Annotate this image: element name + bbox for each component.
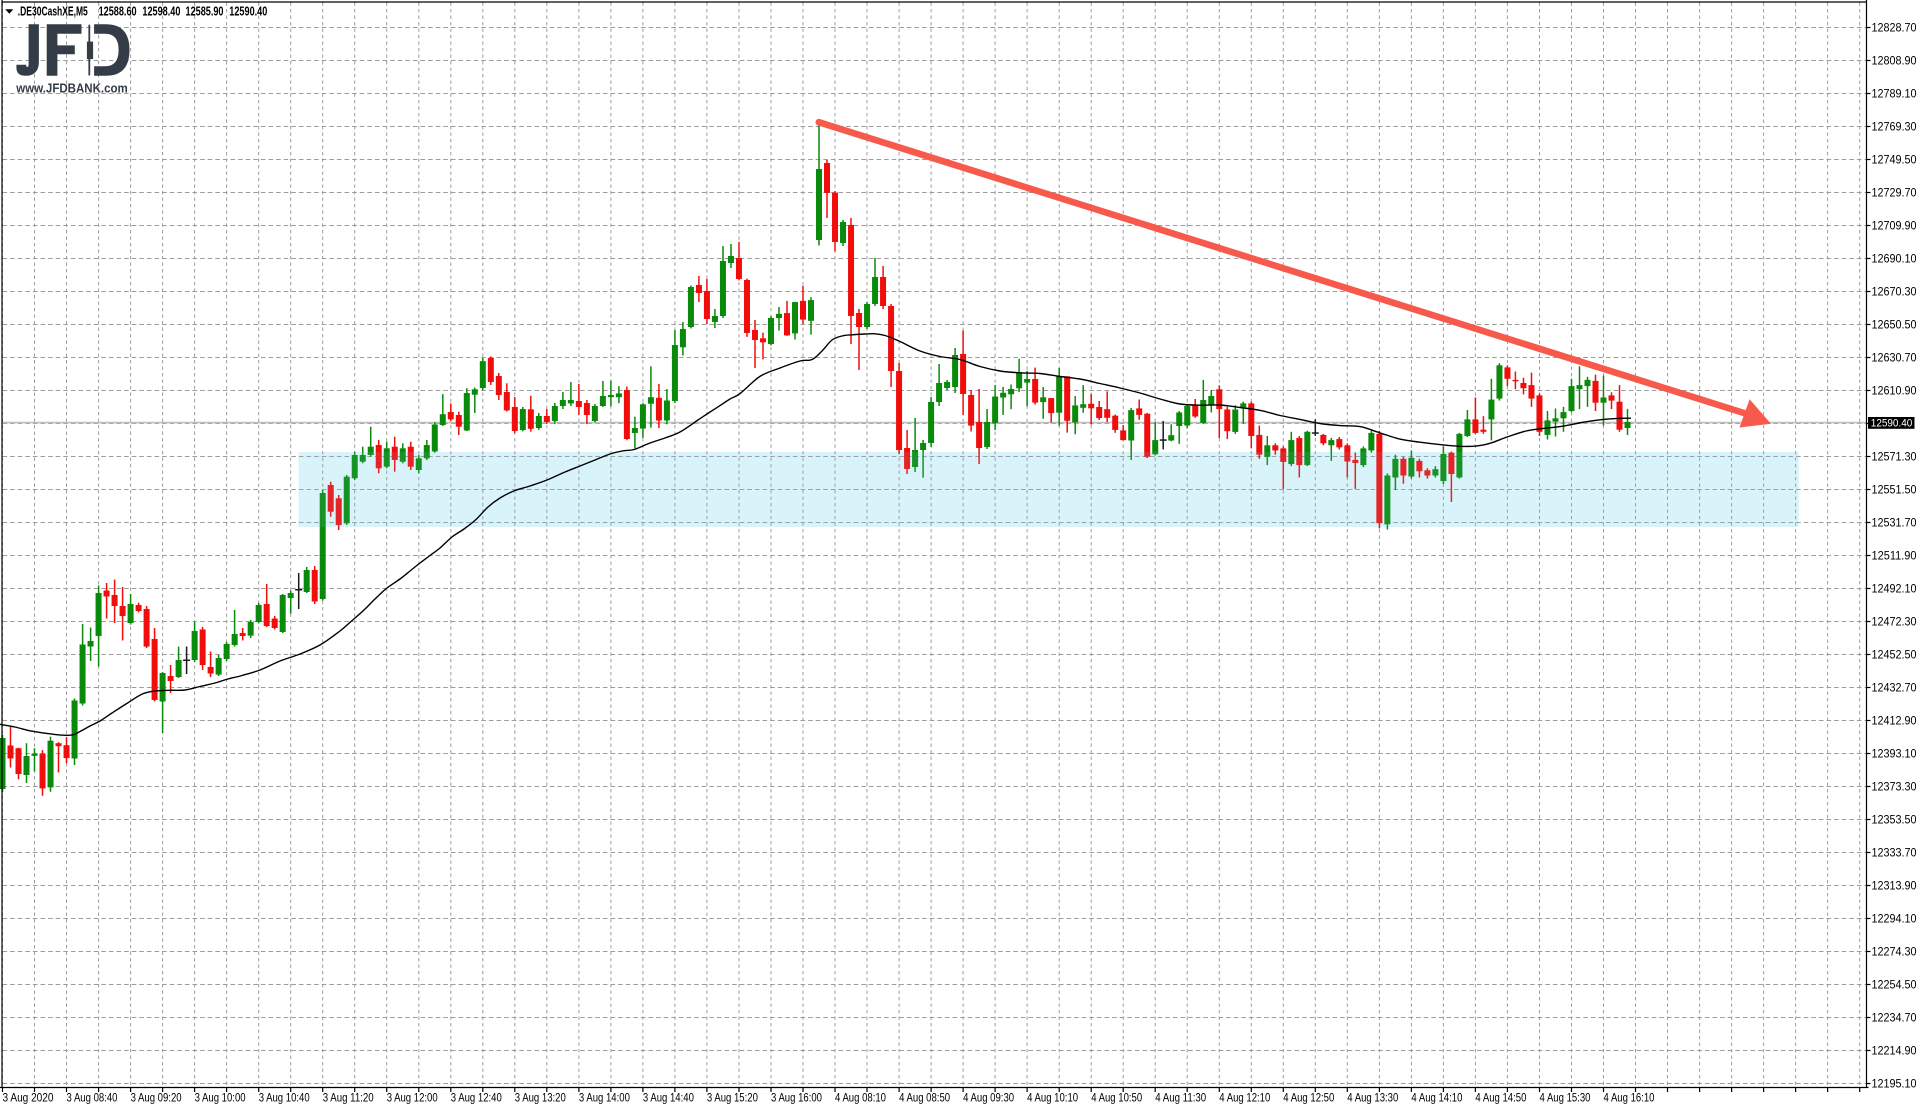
svg-text:3 Aug 14:00: 3 Aug 14:00 (579, 1093, 630, 1105)
svg-text:3 Aug 16:00: 3 Aug 16:00 (771, 1093, 822, 1105)
svg-text:12598.40: 12598.40 (142, 4, 180, 18)
svg-text:12650.50: 12650.50 (1872, 320, 1917, 332)
svg-text:3 Aug 13:20: 3 Aug 13:20 (515, 1093, 566, 1105)
svg-text:12690.10: 12690.10 (1872, 254, 1917, 266)
svg-text:4 Aug 16:10: 4 Aug 16:10 (1604, 1093, 1655, 1105)
svg-text:12313.90: 12313.90 (1872, 881, 1917, 893)
svg-text:12808.90: 12808.90 (1872, 56, 1917, 68)
svg-text:12511.90: 12511.90 (1872, 551, 1917, 563)
svg-text:12452.50: 12452.50 (1872, 650, 1917, 662)
svg-text:12729.70: 12729.70 (1872, 188, 1917, 200)
svg-text:12531.70: 12531.70 (1872, 518, 1917, 530)
svg-text:4 Aug 12:50: 4 Aug 12:50 (1283, 1093, 1334, 1105)
svg-text:12670.30: 12670.30 (1872, 287, 1917, 299)
svg-text:12585.90: 12585.90 (186, 4, 224, 18)
svg-text:4 Aug 11:30: 4 Aug 11:30 (1155, 1093, 1206, 1105)
svg-text:12294.10: 12294.10 (1872, 914, 1917, 926)
svg-text:4 Aug 08:10: 4 Aug 08:10 (835, 1093, 886, 1105)
svg-text:4 Aug 14:50: 4 Aug 14:50 (1475, 1093, 1526, 1105)
svg-text:12373.30: 12373.30 (1872, 782, 1917, 794)
svg-text:12630.70: 12630.70 (1872, 353, 1917, 365)
svg-text:12254.50: 12254.50 (1872, 980, 1917, 992)
svg-text:12769.30: 12769.30 (1872, 122, 1917, 134)
svg-text:12274.30: 12274.30 (1872, 947, 1917, 959)
svg-text:4 Aug 12:10: 4 Aug 12:10 (1219, 1093, 1270, 1105)
svg-text:12412.90: 12412.90 (1872, 716, 1917, 728)
svg-text:3 Aug 10:00: 3 Aug 10:00 (195, 1093, 246, 1105)
svg-text:3 Aug 14:40: 3 Aug 14:40 (643, 1093, 694, 1105)
svg-text:4 Aug 08:50: 4 Aug 08:50 (899, 1093, 950, 1105)
svg-text:3 Aug 10:40: 3 Aug 10:40 (259, 1093, 310, 1105)
svg-text:4 Aug 15:30: 4 Aug 15:30 (1540, 1093, 1591, 1105)
svg-text:12234.70: 12234.70 (1872, 1013, 1917, 1025)
svg-text:www.JFDBANK.com: www.JFDBANK.com (15, 81, 127, 96)
svg-text:12789.10: 12789.10 (1872, 89, 1917, 101)
svg-text:12492.10: 12492.10 (1872, 584, 1917, 596)
svg-text:4 Aug 13:30: 4 Aug 13:30 (1347, 1093, 1398, 1105)
svg-text:12432.70: 12432.70 (1872, 683, 1917, 695)
svg-text:12749.50: 12749.50 (1872, 155, 1917, 167)
svg-text:4 Aug 14:10: 4 Aug 14:10 (1411, 1093, 1462, 1105)
svg-text:12472.30: 12472.30 (1872, 617, 1917, 629)
svg-text:12333.70: 12333.70 (1872, 848, 1917, 860)
svg-text:3 Aug 12:40: 3 Aug 12:40 (451, 1093, 502, 1105)
svg-text:12551.50: 12551.50 (1872, 485, 1917, 497)
svg-text:4 Aug 10:10: 4 Aug 10:10 (1027, 1093, 1078, 1105)
svg-text:.DE30CashXE,M5: .DE30CashXE,M5 (18, 4, 88, 18)
svg-text:3 Aug 09:20: 3 Aug 09:20 (131, 1093, 182, 1105)
svg-text:3 Aug 2020: 3 Aug 2020 (3, 1093, 54, 1105)
svg-text:12195.10: 12195.10 (1872, 1079, 1917, 1091)
svg-text:3 Aug 08:40: 3 Aug 08:40 (67, 1093, 118, 1105)
svg-text:4 Aug 09:30: 4 Aug 09:30 (963, 1093, 1014, 1105)
svg-text:12353.50: 12353.50 (1872, 815, 1917, 827)
svg-text:3 Aug 12:00: 3 Aug 12:00 (387, 1093, 438, 1105)
svg-text:12828.70: 12828.70 (1872, 23, 1917, 35)
svg-text:4 Aug 10:50: 4 Aug 10:50 (1091, 1093, 1142, 1105)
svg-text:3 Aug 15:20: 3 Aug 15:20 (707, 1093, 758, 1105)
svg-text:12393.10: 12393.10 (1872, 749, 1917, 761)
svg-text:12214.90: 12214.90 (1872, 1046, 1917, 1058)
svg-text:3 Aug 11:20: 3 Aug 11:20 (323, 1093, 374, 1105)
svg-text:12709.90: 12709.90 (1872, 221, 1917, 233)
svg-text:12590.40: 12590.40 (229, 4, 267, 18)
svg-text:12590.40: 12590.40 (1871, 418, 1913, 430)
svg-text:12588.60: 12588.60 (99, 4, 137, 18)
svg-text:12571.30: 12571.30 (1872, 452, 1917, 464)
svg-text:12610.90: 12610.90 (1872, 386, 1917, 398)
